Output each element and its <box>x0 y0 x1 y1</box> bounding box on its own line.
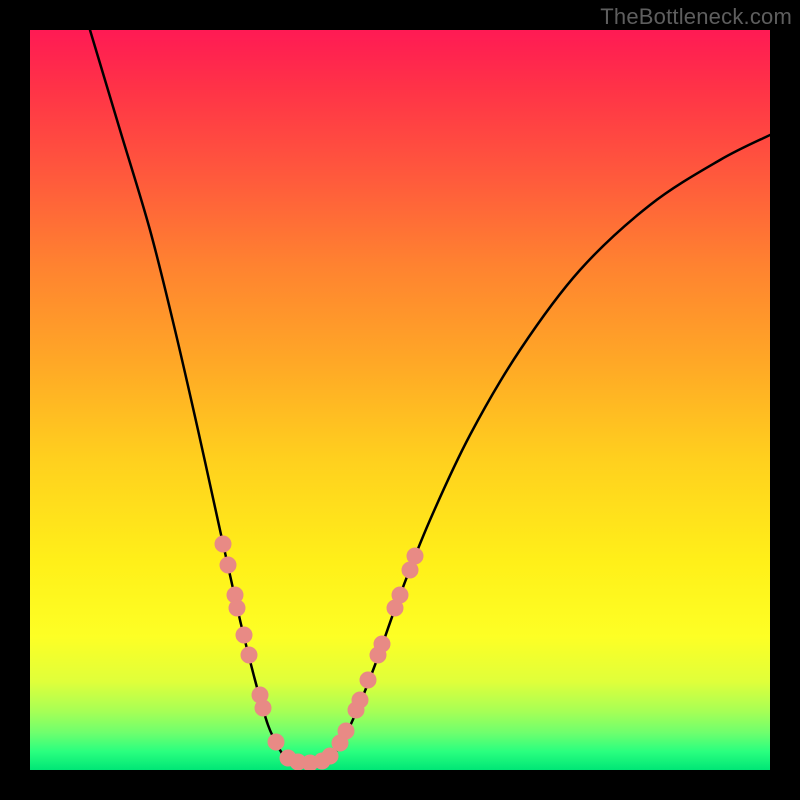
data-marker <box>322 748 338 764</box>
data-marker <box>360 672 376 688</box>
plot-background <box>30 30 770 770</box>
data-marker <box>374 636 390 652</box>
data-marker <box>255 700 271 716</box>
data-marker <box>215 536 231 552</box>
chart-svg <box>30 30 770 770</box>
watermark-label: TheBottleneck.com <box>600 4 792 29</box>
data-marker <box>392 587 408 603</box>
data-marker <box>220 557 236 573</box>
data-marker <box>229 600 245 616</box>
data-marker <box>352 692 368 708</box>
bottleneck-curve <box>90 30 770 765</box>
data-marker <box>241 647 257 663</box>
data-marker <box>236 627 252 643</box>
chart-frame: TheBottleneck.com <box>0 0 800 800</box>
data-marker <box>268 734 284 750</box>
data-marker <box>338 723 354 739</box>
watermark-text: TheBottleneck.com <box>600 4 792 30</box>
data-marker <box>407 548 423 564</box>
data-markers <box>215 536 423 770</box>
